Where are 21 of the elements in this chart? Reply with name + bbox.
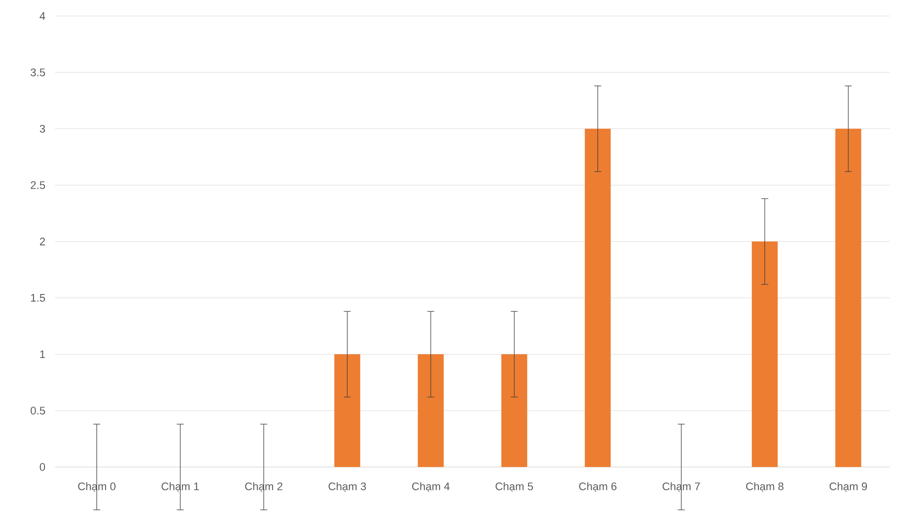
y-tick-label: 0 (40, 463, 46, 471)
bar (418, 354, 444, 467)
y-tick-label: 1 (40, 350, 45, 358)
bar (334, 354, 360, 467)
y-tick-label: 1.5 (31, 294, 46, 302)
bar (501, 354, 528, 467)
x-tick-label: Chạm 3 (328, 482, 366, 492)
y-tick-label: 3.5 (30, 68, 46, 76)
x-tick-label: Chạm 4 (412, 482, 450, 492)
y-tick-label: 2 (40, 238, 45, 246)
y-tick-label: 3 (40, 124, 45, 133)
x-tick-label: Chạm 9 (830, 482, 867, 492)
bar (835, 128, 862, 467)
bar (584, 128, 611, 467)
x-tick-label: Chạm 5 (496, 482, 533, 492)
y-tick-label: 2.5 (30, 181, 46, 190)
x-tick-label: Chạm 8 (746, 482, 784, 492)
bar (752, 242, 778, 467)
y-tick-label: 0.5 (30, 406, 46, 415)
y-tick-label: 4 (40, 12, 46, 20)
x-tick-label: Chạm 6 (579, 482, 616, 492)
